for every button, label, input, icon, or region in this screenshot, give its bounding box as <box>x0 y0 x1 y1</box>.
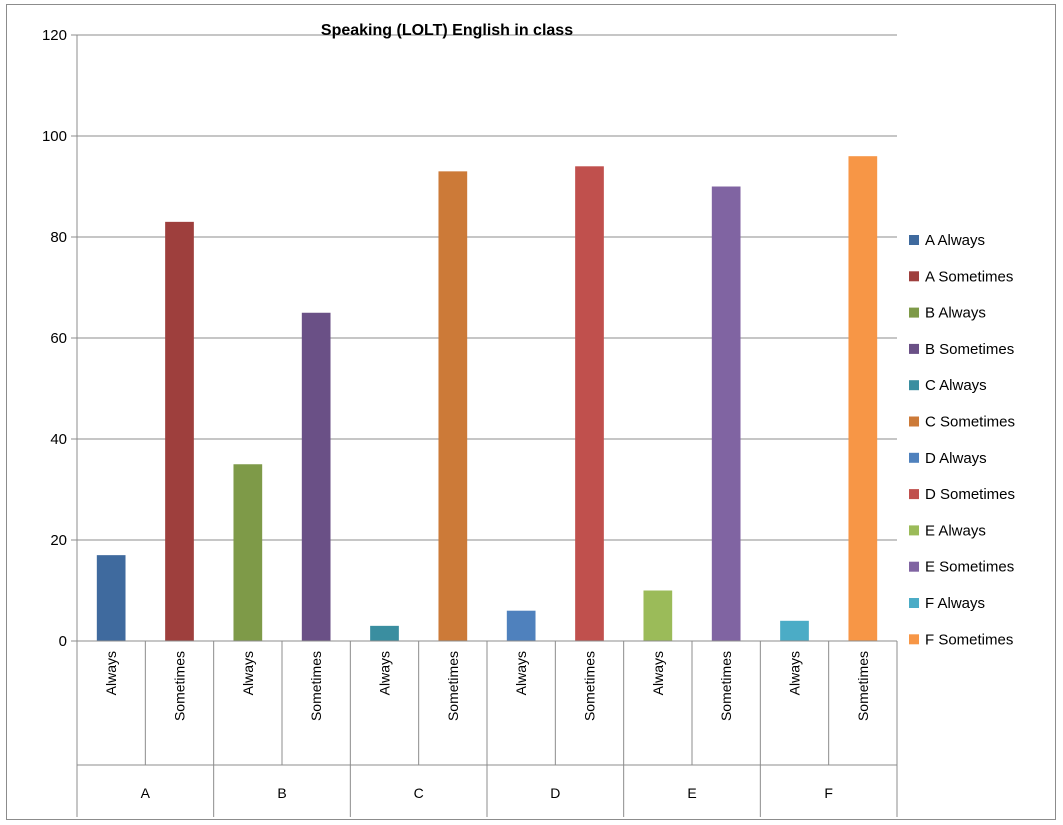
bar-c-sometimes <box>438 171 468 641</box>
bar-f-sometimes <box>848 156 878 641</box>
legend-entry: A Always <box>925 232 985 249</box>
legend-swatch <box>909 561 919 572</box>
x-sub-label: Sometimes <box>855 651 871 721</box>
chart-title: Speaking (LOLT) English in class <box>321 22 573 39</box>
legend-entry: A Sometimes <box>925 268 1013 285</box>
bar-c-always <box>370 625 399 641</box>
chart-frame: 0 20 40 60 80 100 120 Always Sometimes Always Som… <box>6 4 1056 820</box>
y-tick-label: 0 <box>59 633 67 650</box>
gridlines <box>77 34 897 541</box>
x-group-label: E <box>687 785 696 801</box>
y-tick-label: 80 <box>50 229 67 246</box>
x-sub-label: Sometimes <box>445 651 461 721</box>
bar-f-always <box>780 620 809 641</box>
x-axis: Always Sometimes Always Sometimes Always Some… <box>76 640 898 817</box>
legend-entry: D Sometimes <box>925 486 1015 503</box>
legend-entry: C Always <box>925 377 987 394</box>
x-sub-label: Always <box>787 651 803 695</box>
legend-entry: C Sometimes <box>925 414 1015 431</box>
bar-chart: 0 20 40 60 80 100 120 Always Sometimes Always Som… <box>42 22 1015 817</box>
legend-swatch <box>909 598 919 608</box>
bar-e-sometimes <box>711 186 741 641</box>
legend: A Always A Sometimes B Always B Sometimes C … <box>909 232 1015 648</box>
legend-entry: B Always <box>925 305 986 322</box>
x-sub-label: Sometimes <box>582 651 598 721</box>
x-sub-label: Sometimes <box>308 651 324 721</box>
x-group-label: D <box>550 785 560 801</box>
bar-e-always <box>643 590 673 641</box>
legend-swatch <box>909 271 919 282</box>
x-group-label: F <box>824 785 833 801</box>
y-tick-label: 20 <box>50 532 67 549</box>
bar-b-always <box>233 464 263 641</box>
x-sub-label: Always <box>377 651 393 695</box>
legend-swatch <box>909 343 919 354</box>
legend-swatch <box>909 452 919 463</box>
legend-swatch <box>909 416 919 427</box>
x-sub-label: Sometimes <box>172 651 188 721</box>
legend-swatch <box>909 489 919 500</box>
legend-entry: D Always <box>925 450 987 467</box>
bar-a-always <box>96 555 126 641</box>
legend-swatch <box>909 525 919 536</box>
x-sub-label: Always <box>513 651 529 695</box>
legend-entry: F Always <box>925 595 985 612</box>
legend-entry: B Sometimes <box>925 341 1014 358</box>
bar-d-always <box>506 610 536 641</box>
y-tick-label: 120 <box>42 27 67 44</box>
legend-entry: F Sometimes <box>925 631 1013 648</box>
y-tick-label: 60 <box>50 330 67 347</box>
x-sub-label: Always <box>103 651 119 695</box>
legend-swatch <box>909 307 919 318</box>
y-tick-label: 40 <box>50 431 67 448</box>
bar-d-sometimes <box>575 166 604 642</box>
x-sub-label: Always <box>240 651 256 695</box>
legend-swatch <box>909 235 919 245</box>
x-sub-label: Sometimes <box>718 651 734 721</box>
y-tick-label: 100 <box>42 128 67 145</box>
bar-b-sometimes <box>301 312 331 641</box>
legend-swatch <box>909 380 919 391</box>
legend-entry: E Always <box>925 522 986 539</box>
x-group-label: B <box>277 785 286 801</box>
x-sub-label: Always <box>650 651 666 695</box>
legend-entry: E Sometimes <box>925 559 1014 576</box>
y-axis-ticks: 0 20 40 60 80 100 120 <box>42 27 78 817</box>
legend-swatch <box>909 634 919 645</box>
bars <box>96 156 878 642</box>
bar-a-sometimes <box>165 221 194 641</box>
x-group-label: A <box>141 785 151 801</box>
x-group-label: C <box>414 785 424 801</box>
